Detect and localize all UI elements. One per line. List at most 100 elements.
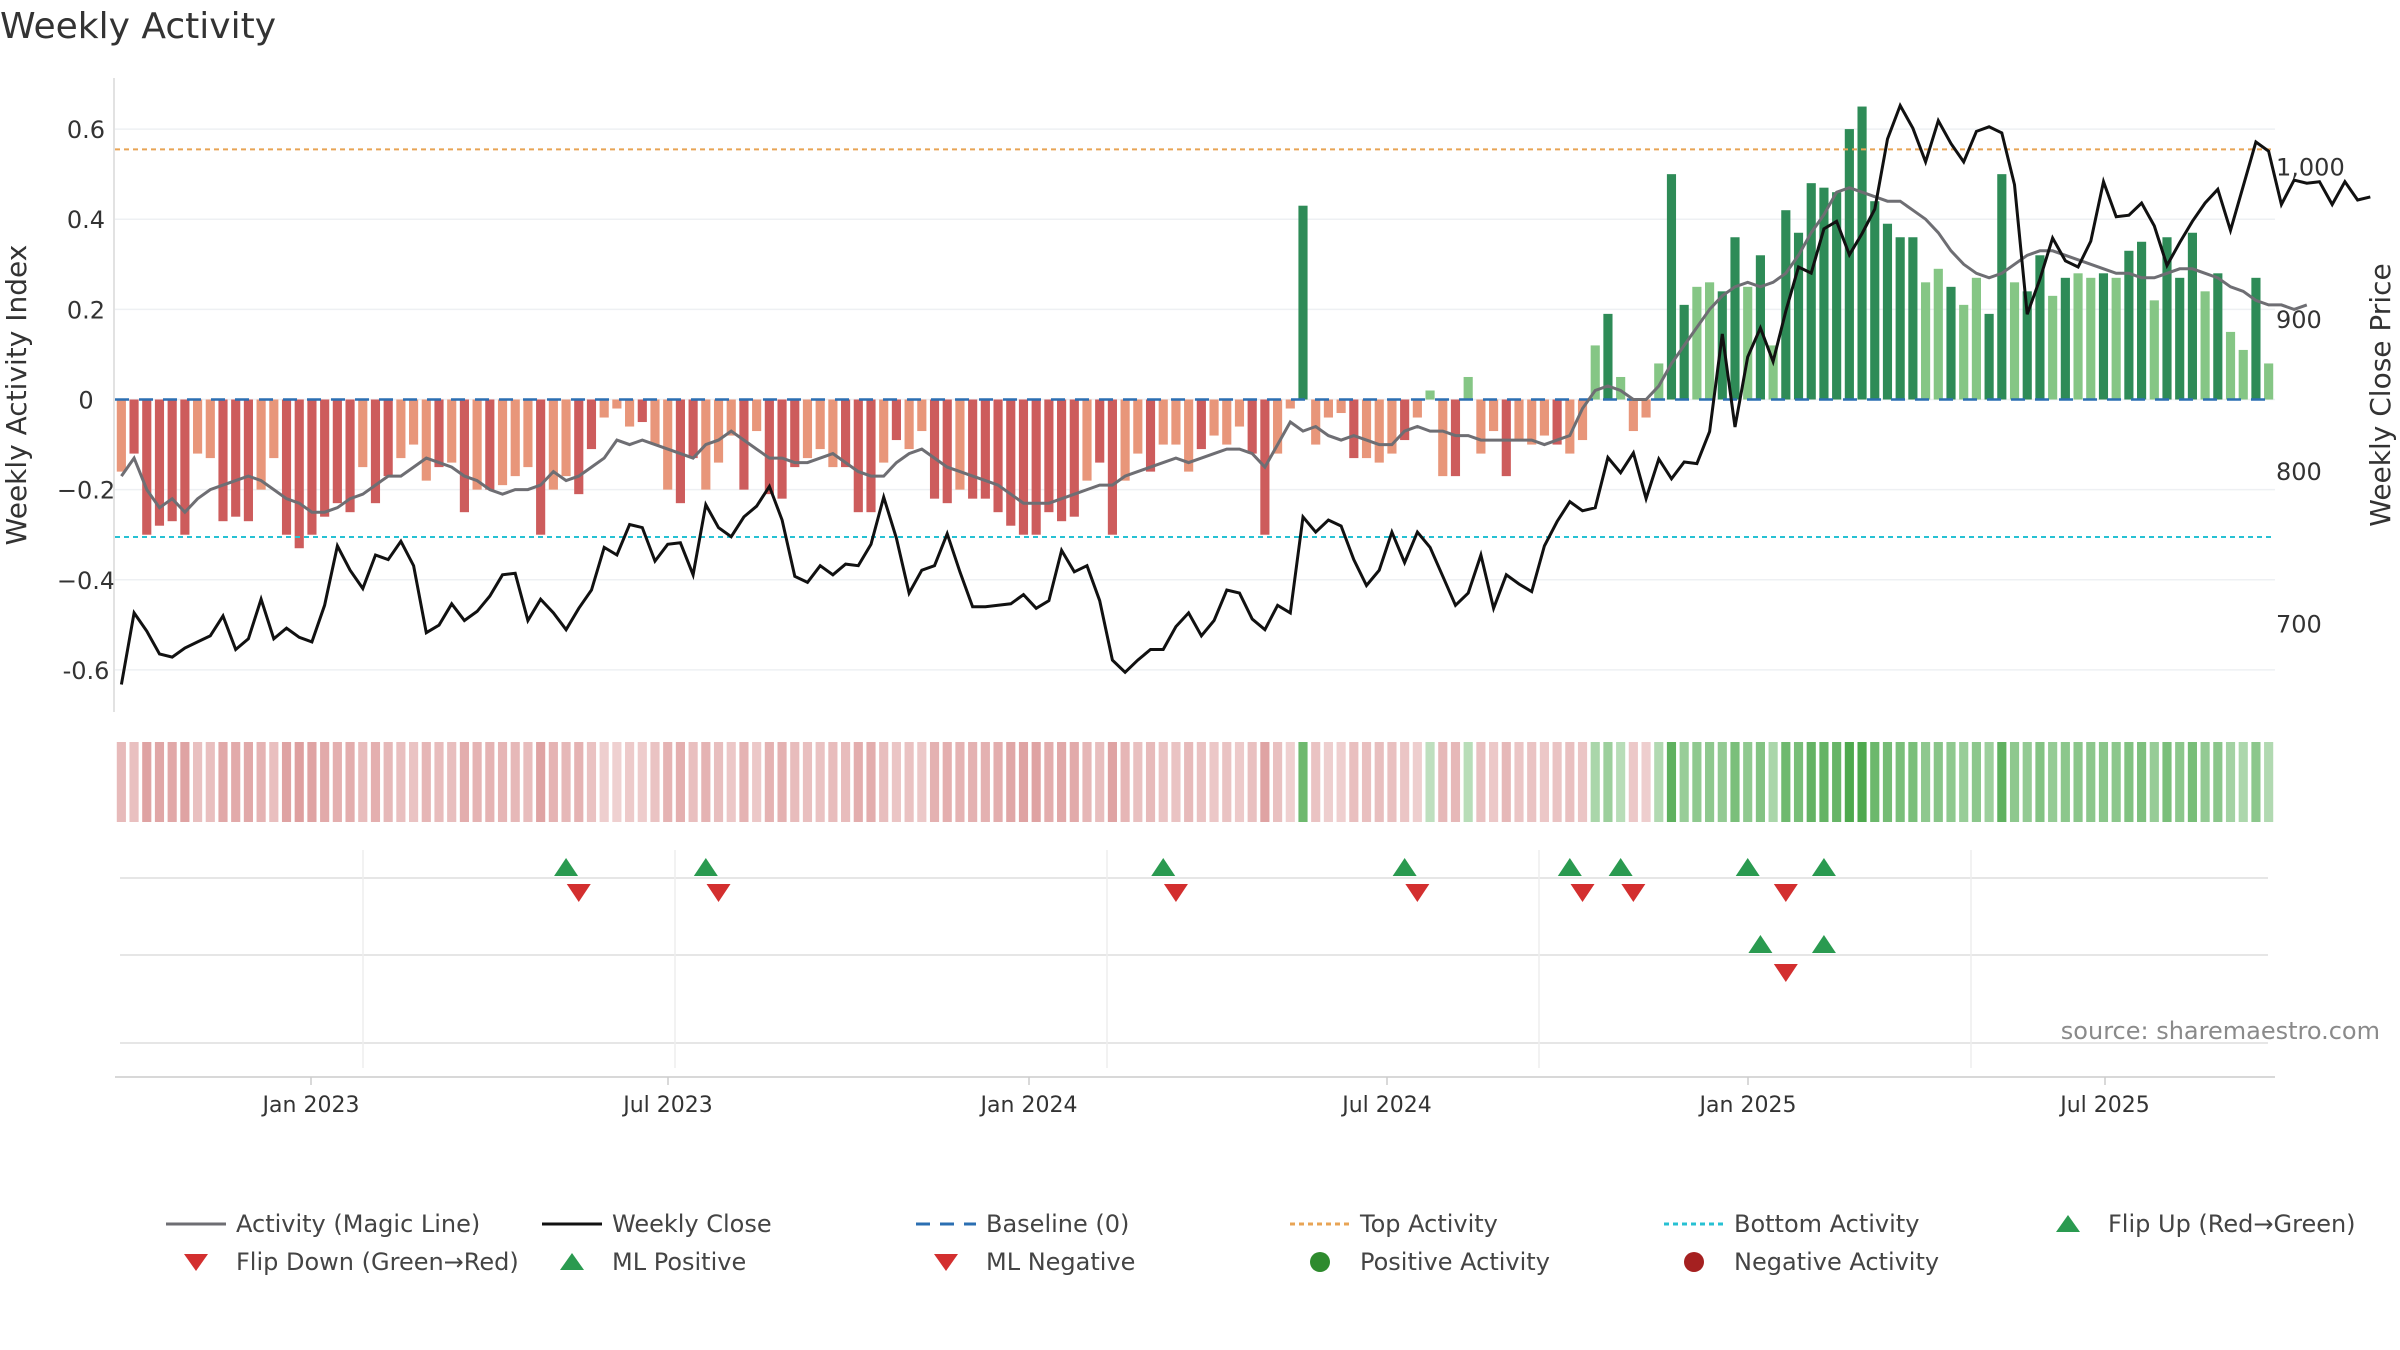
activity-bar (1616, 376, 1626, 400)
activity-bar (1552, 399, 1562, 445)
activity-bar (1018, 399, 1029, 535)
activity-bar (1527, 399, 1537, 445)
heat-band-cell (1971, 742, 1981, 822)
activity-bar (1870, 201, 1880, 400)
activity-bar (180, 399, 190, 535)
heat-band-cell (1298, 742, 1308, 822)
activity-bar (764, 399, 774, 495)
activity-bar (421, 399, 431, 481)
activity-bar (370, 399, 381, 504)
flip-down-marker (1163, 884, 1188, 902)
activity-bar (409, 399, 419, 445)
heat-band-cell (1781, 742, 1791, 822)
flip-down-marker (1570, 884, 1595, 902)
chart-title: Weekly Activity (0, 6, 277, 47)
activity-bar (231, 399, 241, 517)
heat-band-cell (1400, 742, 1410, 822)
activity-bar (1082, 399, 1092, 481)
heat-band-cell (1527, 742, 1537, 822)
heat-band-cell (1857, 742, 1867, 822)
heat-band-cell (2048, 742, 2058, 822)
heat-band-cell (980, 742, 990, 822)
activity-bar (802, 399, 813, 459)
activity-bar (1577, 399, 1588, 441)
activity-bar (929, 399, 940, 499)
activity-bar (815, 399, 825, 450)
activity-bar (1641, 399, 1651, 418)
heat-band-cell (1133, 742, 1143, 822)
activity-bar (307, 399, 317, 535)
activity-bar (2035, 255, 2045, 400)
heat-band-cell (650, 742, 660, 822)
heat-band-cell (917, 742, 927, 822)
heat-band-cell (891, 742, 901, 822)
legend-dashed-line-icon (916, 1214, 976, 1234)
activity-bar (2137, 241, 2147, 400)
legend-item-baseline: Baseline (0) (916, 1210, 1129, 1238)
heat-band-cell (1311, 742, 1321, 822)
heat-band-cell (383, 742, 393, 822)
heat-band-cell (1806, 742, 1816, 822)
heat-band-cell (1768, 742, 1778, 822)
flip-up-marker (1748, 935, 1773, 953)
heat-band-cell (269, 742, 279, 822)
y-tick-label: 0 (78, 387, 93, 415)
heat-band-cell (1946, 742, 1956, 822)
heat-band-cell (1997, 742, 2007, 822)
heat-band-cell (307, 742, 317, 822)
flip-down-marker (706, 884, 731, 902)
activity-bar (536, 399, 546, 535)
activity-bar (726, 399, 736, 436)
activity-bar (1946, 286, 1956, 400)
activity-bar (968, 399, 978, 499)
heat-band-cell (142, 742, 152, 822)
axes: 0.6 0.4 0.2 0 −0.2 −0.4 -0.6 1,000 900 800 700 Jan … (57, 78, 2345, 1118)
heat-band-cell (2098, 742, 2109, 822)
legend-dotted-line-icon (1664, 1214, 1724, 1234)
heat-band-cell (167, 742, 177, 822)
activity-bar (2086, 277, 2096, 400)
legend-label: ML Negative (986, 1248, 1136, 1276)
activity-bar (1145, 399, 1156, 472)
heat-band-cell (218, 742, 228, 822)
heat-band-cell (1336, 742, 1346, 822)
heat-band-cell (2213, 742, 2223, 822)
activity-bar (777, 399, 787, 499)
heat-band-cell (1565, 742, 1575, 822)
heat-band-cell (1095, 742, 1105, 822)
heat-band-cell (320, 742, 330, 822)
activity-bar (129, 399, 139, 454)
activity-bar (1590, 345, 1600, 400)
activity-bar (281, 399, 292, 535)
heat-band-cell (2073, 742, 2083, 822)
legend-triangle-up-icon (542, 1252, 602, 1272)
heat-band-cell (1793, 742, 1804, 822)
heat-band-cell (1057, 742, 1067, 822)
activity-bar (1209, 399, 1219, 436)
activity-bar (1997, 174, 2007, 400)
heat-band-cell (1031, 742, 1041, 822)
heat-band-cell (2251, 742, 2261, 822)
activity-bar (1158, 399, 1168, 445)
heat-band-cell (1438, 742, 1448, 822)
y2-tick-label: 1,000 (2276, 153, 2345, 181)
legend-item-ml-positive: ML Positive (542, 1248, 746, 1276)
activity-bar (447, 399, 457, 463)
legend-triangle-down-icon (916, 1252, 976, 1272)
activity-bar (243, 399, 253, 522)
heat-band-cell (1107, 742, 1117, 822)
activity-bar (2238, 349, 2248, 400)
activity-bar (904, 399, 914, 450)
activity-bar (866, 399, 876, 513)
heat-band-cell (370, 742, 381, 822)
activity-bar (879, 399, 889, 463)
heat-band-cell (1882, 742, 1893, 822)
flip-down-marker (566, 884, 591, 902)
legend-item-negative-activity: Negative Activity (1664, 1248, 1939, 1276)
heat-band-cell (256, 742, 266, 822)
heat-band-cell (409, 742, 419, 822)
activity-bar (891, 399, 901, 441)
activity-bar (1222, 399, 1232, 445)
activity-bar (574, 399, 584, 495)
heat-band-cell (1514, 742, 1524, 822)
